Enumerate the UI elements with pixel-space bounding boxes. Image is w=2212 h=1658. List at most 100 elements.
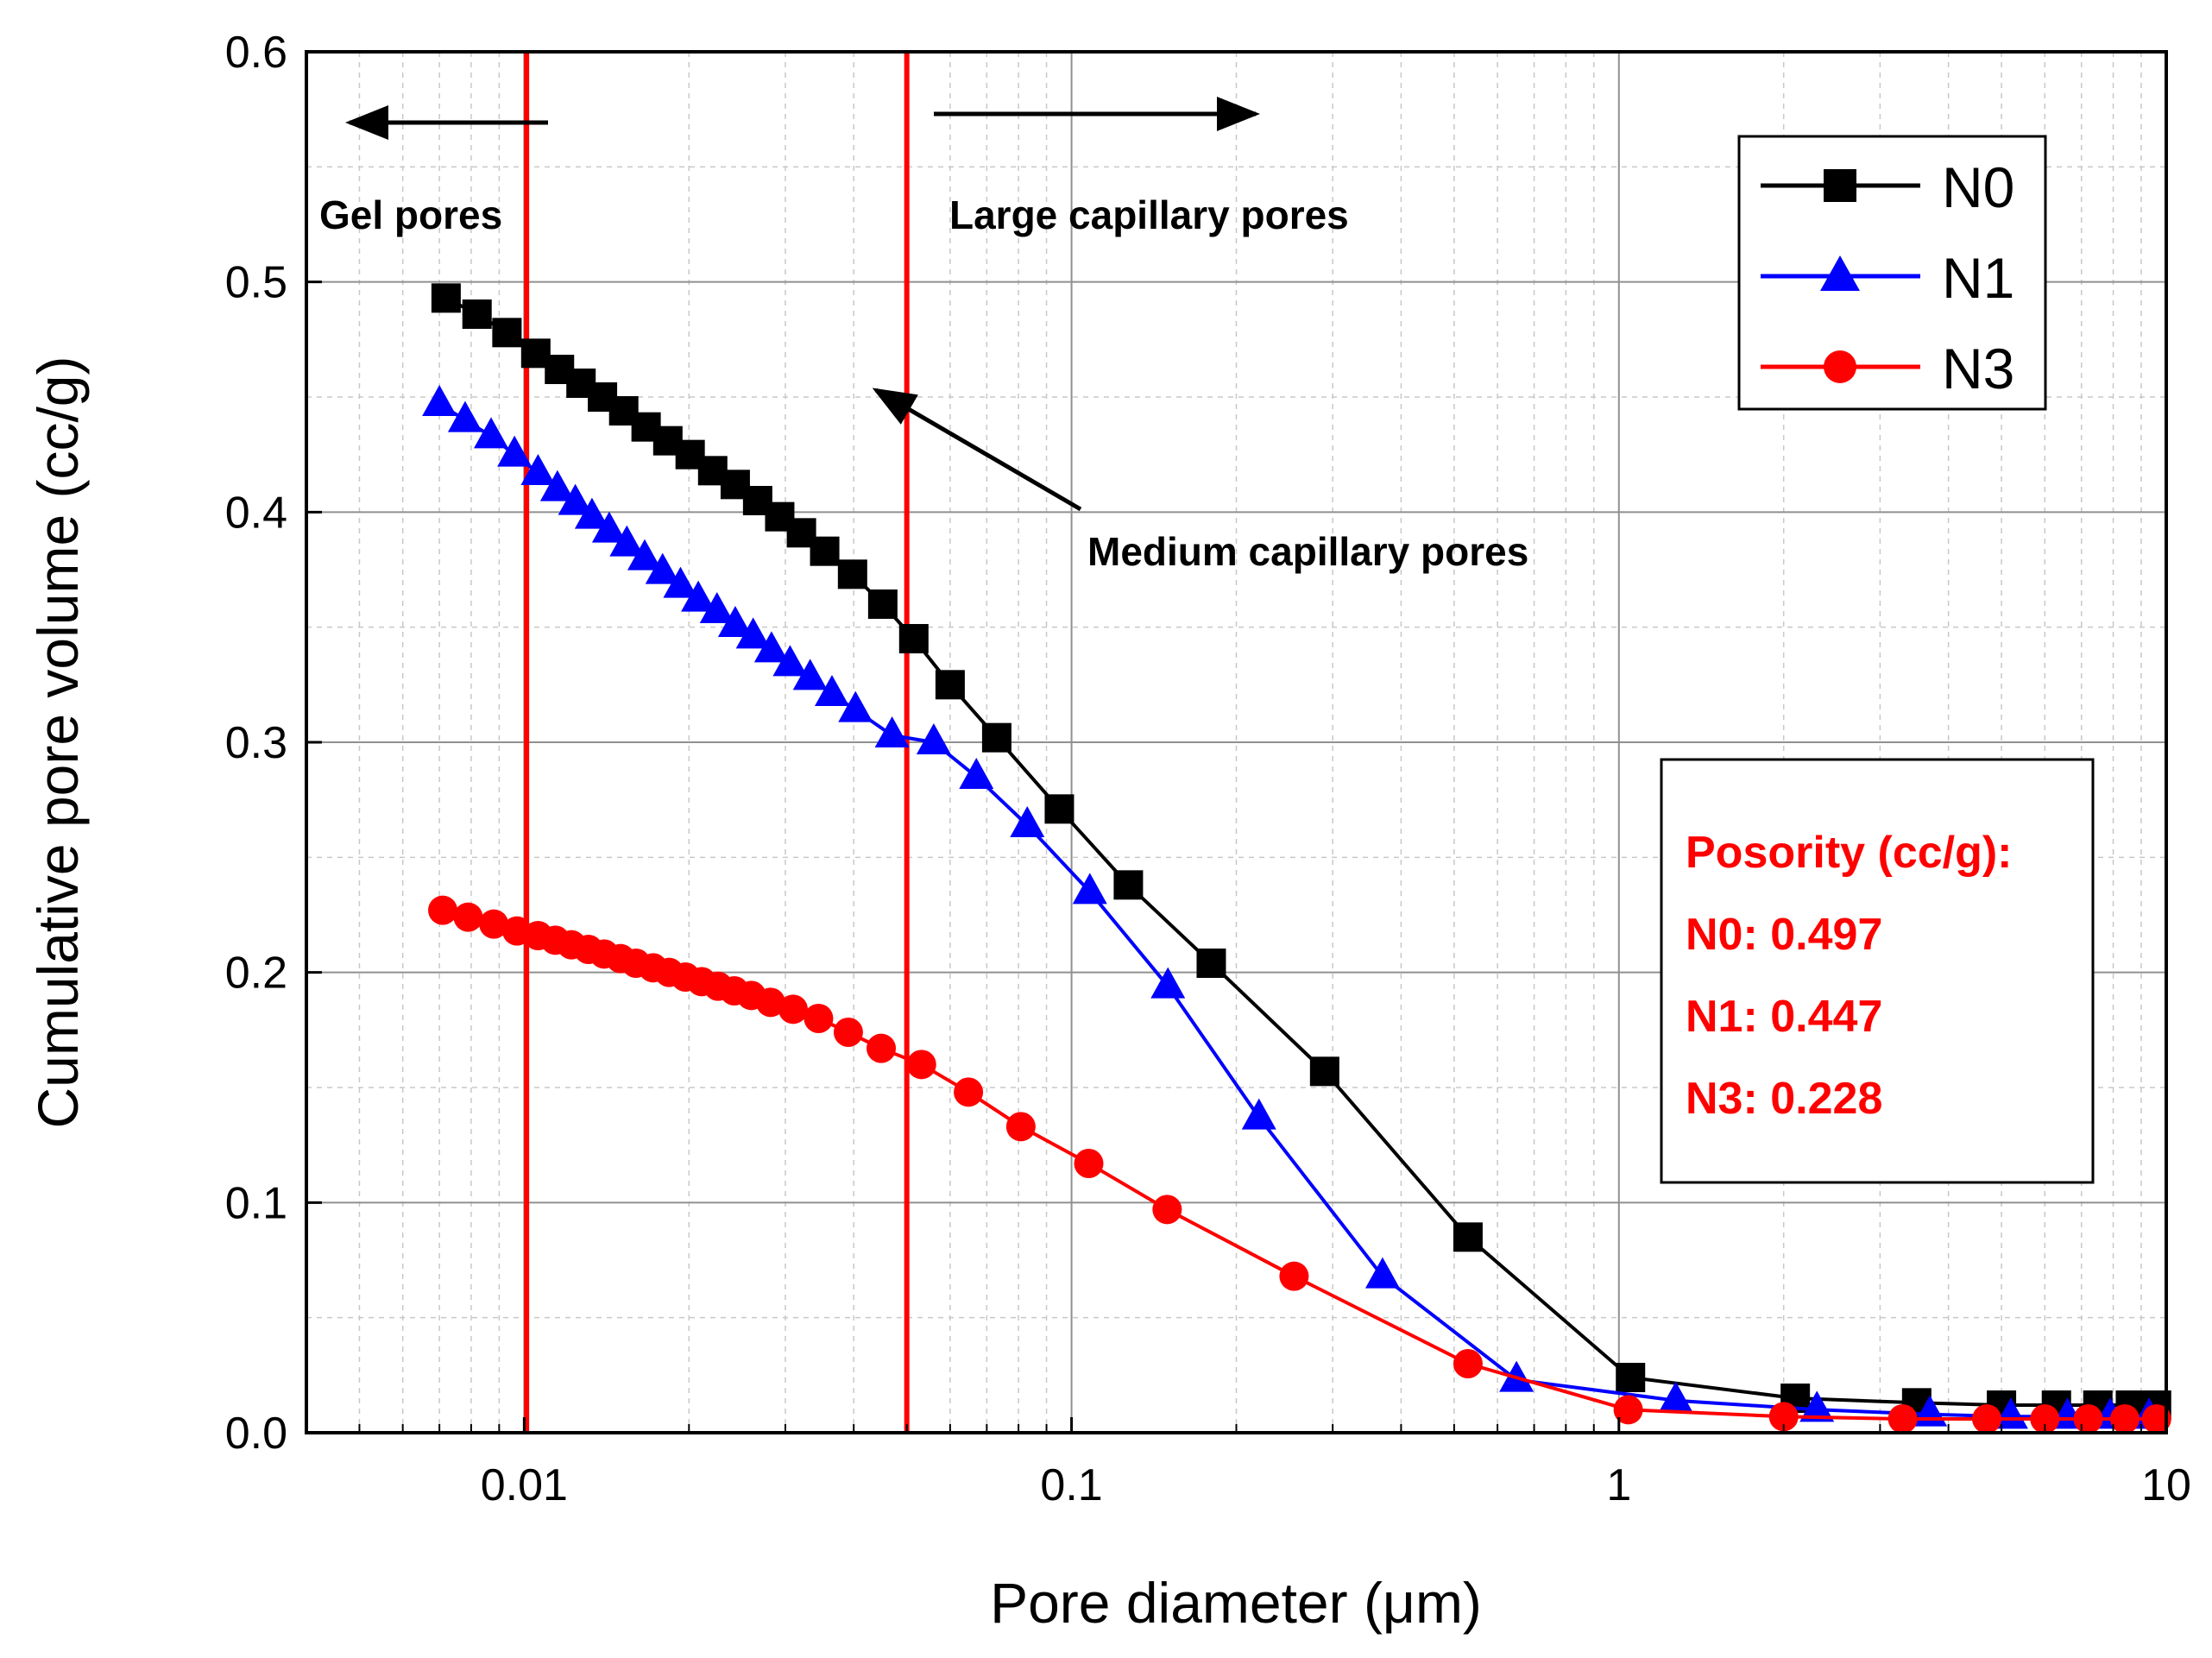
x-tick-label: 0.01 [481, 1460, 568, 1510]
data-point-n1 [474, 417, 509, 449]
data-point-n3 [453, 902, 483, 932]
data-point-n1 [1150, 967, 1186, 999]
x-axis-title: Pore diameter (μm) [990, 1571, 1482, 1635]
y-tick-label: 0.5 [225, 258, 287, 308]
legend-marker-n0 [1824, 169, 1856, 202]
data-point-n1 [916, 723, 951, 754]
data-point-n3 [1972, 1404, 2002, 1434]
data-point-n3 [2073, 1404, 2103, 1434]
data-point-n3 [755, 987, 785, 1018]
data-point-n1 [1799, 1390, 1835, 1422]
x-tick-label: 10 [2141, 1460, 2191, 1510]
data-point-n0 [492, 318, 522, 348]
data-point-n1 [838, 690, 873, 722]
data-point-n3 [1005, 1112, 1036, 1142]
data-point-n3 [2109, 1404, 2140, 1434]
data-point-n1 [753, 631, 789, 663]
data-point-n1 [609, 525, 645, 557]
data-point-n1 [422, 385, 457, 416]
data-point-n3 [1613, 1395, 1643, 1425]
legend-marker-n1 [1820, 255, 1860, 291]
data-point-n3 [479, 909, 509, 939]
data-point-n0 [1196, 949, 1226, 978]
porosity-box-frame [1660, 758, 2095, 1184]
data-point-n0 [1453, 1222, 1483, 1252]
data-point-n1 [539, 470, 575, 501]
data-point-n0 [867, 589, 898, 619]
data-point-n1 [681, 580, 716, 612]
data-point-n1 [663, 566, 698, 598]
data-point-n0 [898, 624, 929, 653]
data-point-n3 [778, 994, 809, 1024]
data-point-n3 [2030, 1404, 2060, 1434]
data-point-n3 [867, 1033, 897, 1063]
legend-box [1737, 135, 2047, 411]
gel-pores-label: Gel pores [319, 192, 502, 237]
data-point-n1 [645, 552, 680, 584]
data-point-n1 [1658, 1381, 1693, 1413]
data-point-n1 [574, 497, 609, 529]
porosity-n1: N1: 0.447 [1686, 992, 1882, 1042]
legend-label-n0: N0 [1942, 155, 2014, 219]
data-point-n1 [1241, 1098, 1276, 1130]
y-tick-label: 0.2 [225, 949, 287, 999]
data-point-n1 [717, 606, 753, 637]
y-tick-label: 0.4 [225, 488, 287, 538]
series-n3 [428, 895, 2171, 1434]
porosity-n0: N0: 0.497 [1686, 910, 1882, 960]
x-tick-label: 1 [1606, 1460, 1631, 1510]
axis-ticks: 0.01 0.1 1 10 0.0 0.1 0.2 0.3 0.4 0.5 0.6 [225, 28, 2191, 1510]
data-point-n0 [1309, 1056, 1339, 1087]
large-capillary-label: Large capillary pores [949, 192, 1349, 237]
data-point-n1 [497, 435, 533, 467]
pore-boundary-lines [524, 52, 910, 1433]
data-point-n3 [1279, 1261, 1309, 1291]
data-point-n0 [1616, 1363, 1646, 1392]
data-point-n1 [591, 511, 627, 543]
data-point-n0 [935, 670, 965, 700]
data-point-n0 [1113, 870, 1144, 900]
y-tick-label: 0.1 [225, 1178, 287, 1228]
y-tick-label: 0.3 [225, 718, 287, 768]
y-tick-label: 0.6 [225, 28, 287, 78]
medium-capillary-label: Medium capillary pores [1087, 529, 1528, 574]
data-point-n0 [1044, 794, 1074, 824]
legend-label-n3: N3 [1942, 337, 2014, 400]
data-point-n1 [772, 645, 808, 677]
data-point-n0 [837, 559, 867, 589]
series-n1 [422, 385, 2167, 1429]
data-point-n3 [804, 1004, 834, 1033]
data-point-n1 [1072, 873, 1107, 905]
medium-capillary-arrow [872, 388, 1082, 512]
data-point-n1 [1010, 806, 1045, 837]
porosity-box: Posority (cc/g): N0: 0.497 N1: 0.447 N3:… [1660, 758, 2095, 1184]
data-point-n0 [981, 722, 1011, 753]
data-point-n1 [1364, 1257, 1400, 1289]
x-tick-label: 0.1 [1040, 1460, 1102, 1510]
data-point-n3 [1453, 1349, 1483, 1378]
data-point-n1 [627, 539, 662, 571]
data-point-n3 [954, 1077, 984, 1107]
data-point-n3 [428, 895, 458, 925]
data-point-n0 [810, 536, 840, 566]
data-point-n3 [1887, 1404, 1918, 1434]
data-point-n3 [1074, 1149, 1104, 1178]
data-point-n3 [1152, 1195, 1182, 1225]
legend-label-n1: N1 [1942, 246, 2014, 310]
legend-marker-n3 [1824, 350, 1856, 383]
data-point-n1 [814, 675, 849, 706]
data-point-n1 [447, 400, 482, 432]
porosity-n3: N3: 0.228 [1686, 1074, 1882, 1124]
data-point-n1 [874, 716, 910, 747]
data-point-n1 [520, 454, 556, 485]
data-point-n1 [558, 483, 593, 515]
porosity-title: Posority (cc/g): [1686, 828, 2013, 878]
data-point-n1 [699, 592, 734, 623]
legend: N0 N1 N3 [1737, 135, 2047, 411]
data-point-n3 [833, 1018, 863, 1047]
data-point-n1 [792, 659, 828, 690]
data-point-n1 [735, 617, 771, 649]
data-point-n3 [1768, 1402, 1799, 1432]
data-point-n1 [959, 758, 994, 789]
